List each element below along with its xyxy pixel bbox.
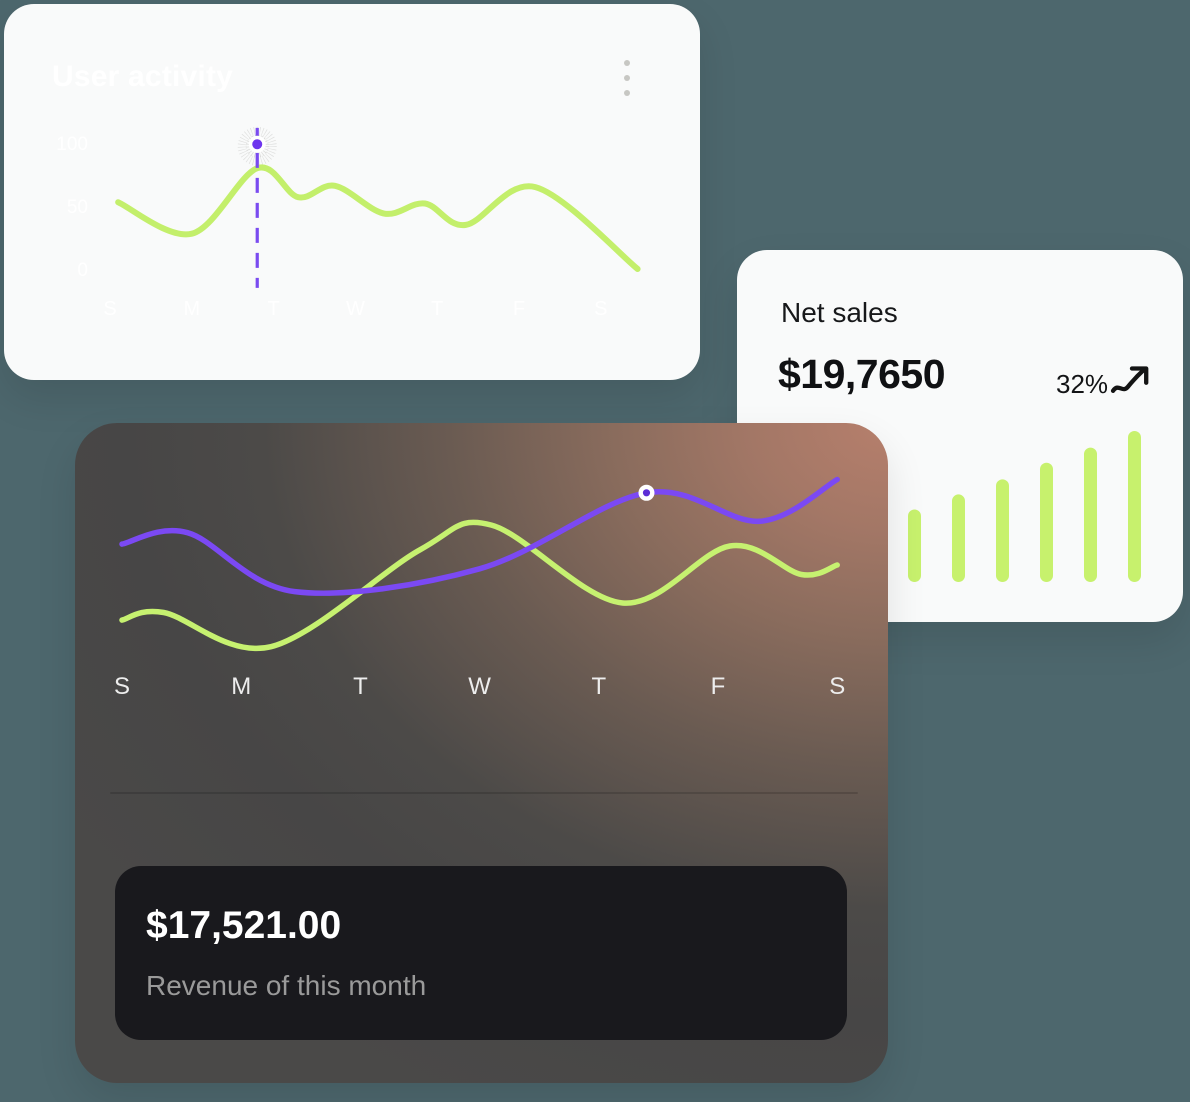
marker-dot[interactable] — [642, 489, 651, 497]
net-sales-bar — [996, 479, 1009, 582]
x-axis-label: S — [114, 673, 130, 700]
x-axis-label: W — [346, 298, 365, 320]
revenue-stat-panel: $17,521.00 Revenue of this month — [115, 866, 847, 1040]
x-axis-label: T — [591, 673, 606, 700]
x-axis-label: F — [711, 673, 726, 700]
x-axis-label: T — [431, 298, 443, 320]
highlight-dot[interactable] — [252, 139, 263, 150]
revenue-card: S M T W T F S $17,521.00 Revenue of this month — [75, 423, 888, 1083]
revenue-value: $17,521.00 — [146, 904, 342, 947]
revenue-label: Revenue of this month — [146, 970, 427, 1001]
net-sales-bar-chart — [908, 431, 1141, 582]
user-activity-title: User activity — [52, 60, 234, 93]
net-sales-bar — [1128, 431, 1141, 582]
x-axis-label: F — [513, 298, 525, 320]
user-activity-card: 100 50 0 S M T W T F S User activity — [4, 4, 700, 380]
x-axis-label: T — [353, 673, 368, 700]
x-axis-label: S — [103, 298, 116, 320]
x-axis-label: S — [829, 673, 845, 700]
trending-up-arrow-icon — [1110, 366, 1149, 393]
activity-line — [115, 164, 641, 272]
net-sales-title: Net sales — [781, 297, 898, 328]
x-axis-label: M — [183, 298, 200, 320]
x-axis-label: M — [231, 673, 251, 700]
purple-line — [119, 476, 840, 596]
divider — [110, 792, 858, 794]
net-sales-value: $19,7650 — [778, 351, 946, 397]
x-axis-label: T — [267, 298, 279, 320]
x-axis-label: S — [594, 298, 607, 320]
y-axis-label: 50 — [67, 197, 88, 218]
y-axis-label: 100 — [56, 134, 88, 155]
net-sales-delta: 32% — [1056, 369, 1109, 399]
net-sales-bar — [1040, 462, 1053, 582]
net-sales-bar — [1084, 447, 1097, 582]
x-axis-label: W — [468, 673, 491, 700]
y-axis-label: 0 — [77, 260, 88, 281]
net-sales-bar — [952, 494, 965, 582]
green-line — [119, 519, 840, 652]
net-sales-bar — [908, 509, 921, 582]
kebab-menu-icon[interactable] — [618, 54, 636, 102]
